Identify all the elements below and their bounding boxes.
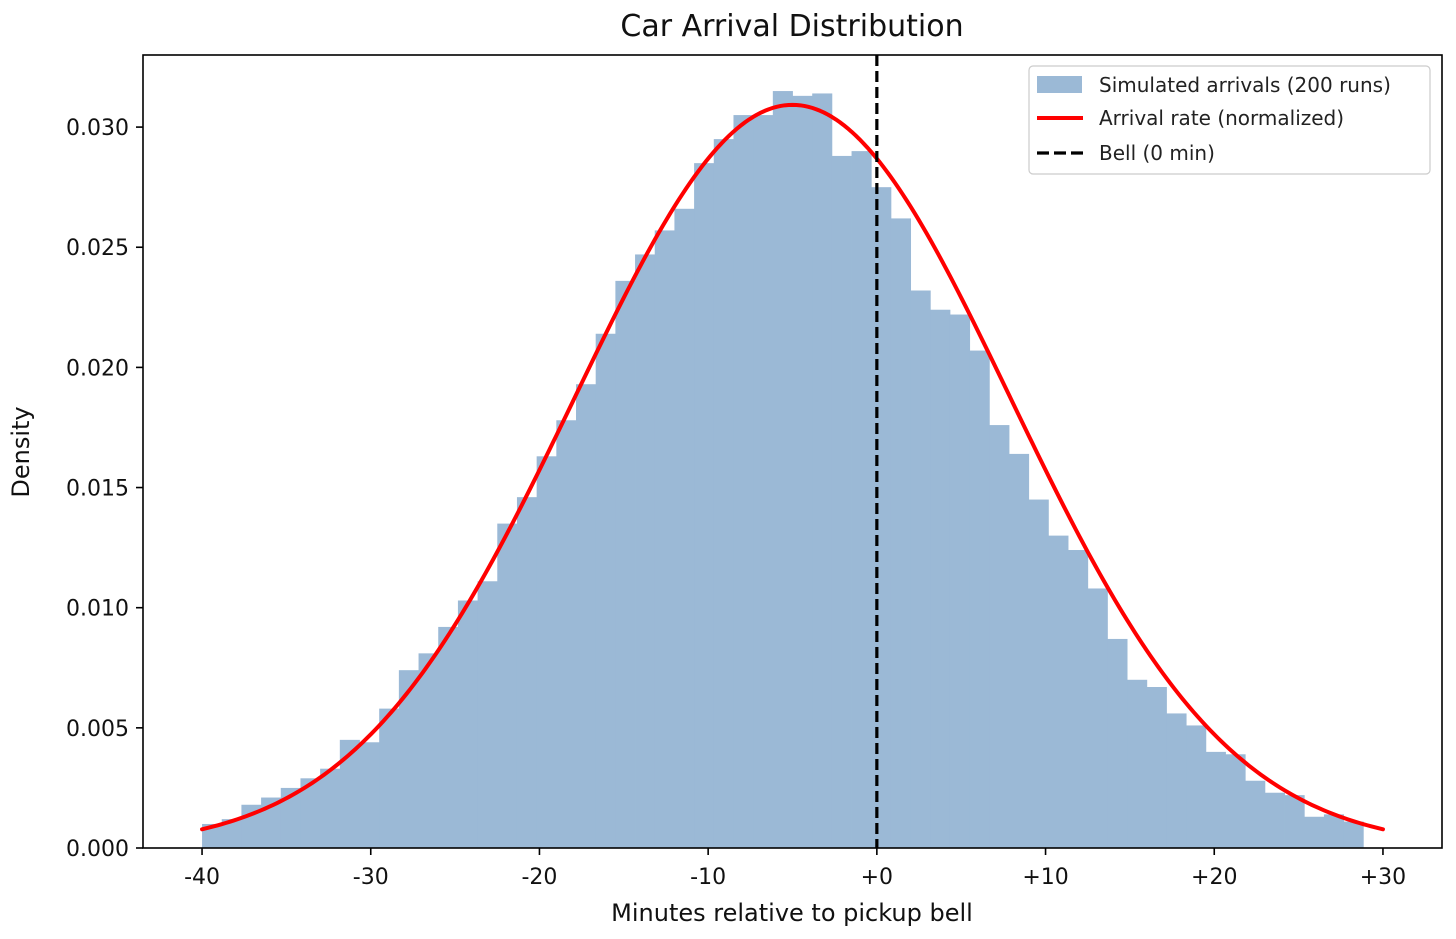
histogram-bar [320,768,341,848]
x-tick-label: -20 [521,865,557,890]
histogram-bar [969,350,990,848]
histogram-bar [1107,638,1128,848]
x-tick-label: -40 [184,865,220,890]
histogram-bar [280,787,301,848]
histogram-bar [1343,821,1364,848]
legend-histogram-swatch [1037,76,1082,93]
histogram-bar [497,523,518,848]
legend-histogram-label: Simulated arrivals (200 runs) [1099,73,1391,97]
histogram-bar [1146,687,1167,848]
histogram-bar [556,420,577,848]
y-tick-label: 0.025 [66,236,129,261]
histogram-bar [1068,550,1089,848]
histogram-bar [398,670,419,848]
histogram-bar [457,600,478,848]
histogram-bar [910,290,931,848]
histogram-bar [1245,780,1266,848]
histogram-bar [772,91,793,849]
histogram-bar [300,778,321,848]
x-tick-label: -10 [690,865,726,890]
histogram-bar [753,115,774,848]
histogram-bar [1186,725,1207,848]
histogram-bar [615,280,636,848]
histogram-bar [536,456,557,848]
histogram-bar [733,115,754,848]
x-axis-ticks: -40 -30 -20 -10 +0 +10 +20 +30 [184,848,1406,890]
histogram-bar [595,333,616,848]
histogram-bar [1009,453,1030,848]
histogram-bar [379,708,400,848]
histogram-bar [851,151,872,848]
histogram-bar [1087,588,1108,848]
x-tick-label: -30 [353,865,389,890]
legend-bell-label: Bell (0 min) [1099,141,1215,165]
histogram-bars [202,91,1364,849]
histogram-bar [1304,816,1325,848]
histogram-bar [1028,499,1049,848]
histogram-bar [1284,795,1305,848]
histogram-bar [831,155,852,848]
histogram-bar [792,95,813,849]
histogram-bar [694,163,715,848]
y-tick-label: 0.000 [66,837,129,862]
legend: Simulated arrivals (200 runs) Arrival ra… [1028,65,1431,175]
histogram-bar [221,819,242,848]
histogram-bar [339,739,360,848]
histogram-bar [949,314,971,848]
plot-frame [142,54,1443,849]
x-tick-label: +20 [1191,865,1237,890]
y-tick-label: 0.015 [66,477,129,502]
histogram-bar [1205,751,1226,848]
x-axis-label: Minutes relative to pickup bell [611,899,973,927]
arrival-rate-curve-layer [200,102,1385,832]
histogram-bar [989,425,1010,848]
y-tick-label: 0.010 [66,597,129,622]
histogram-bar [713,139,734,849]
x-tick-label: +30 [1360,865,1406,890]
histogram-bar [1127,679,1148,848]
histogram-bar [674,208,695,849]
histogram-bar [1166,713,1187,848]
legend-box [1028,65,1431,175]
histogram-bar [1048,535,1069,848]
histogram-bar [576,384,597,848]
histogram-bar [438,626,459,848]
y-axis-label: Density [7,406,35,497]
x-tick-label: +0 [861,865,893,890]
histogram-bar [516,497,538,848]
histogram-bar [359,742,380,848]
histogram-bar [418,653,439,848]
y-tick-label: 0.030 [66,116,129,141]
chart-title: Car Arrival Distribution [620,9,963,44]
histogram-bar [1225,754,1246,848]
legend-curve-label: Arrival rate (normalized) [1099,106,1344,130]
x-tick-label: +10 [1022,865,1068,890]
histogram-bar [890,218,912,848]
y-tick-label: 0.020 [66,356,129,381]
y-tick-label: 0.005 [66,717,129,742]
histogram-bar [654,230,675,849]
histogram-bar [871,187,892,849]
histogram-bar [635,254,656,848]
y-axis-ticks: 0.000 0.005 0.010 0.015 0.020 0.025 0.030 [66,116,143,862]
histogram-bar [477,581,498,848]
histogram-bar [1264,792,1285,848]
histogram-bar [1323,814,1345,848]
arrival-rate-curve [200,102,1385,832]
histogram-bar [812,93,833,848]
histogram-bar [930,309,951,849]
